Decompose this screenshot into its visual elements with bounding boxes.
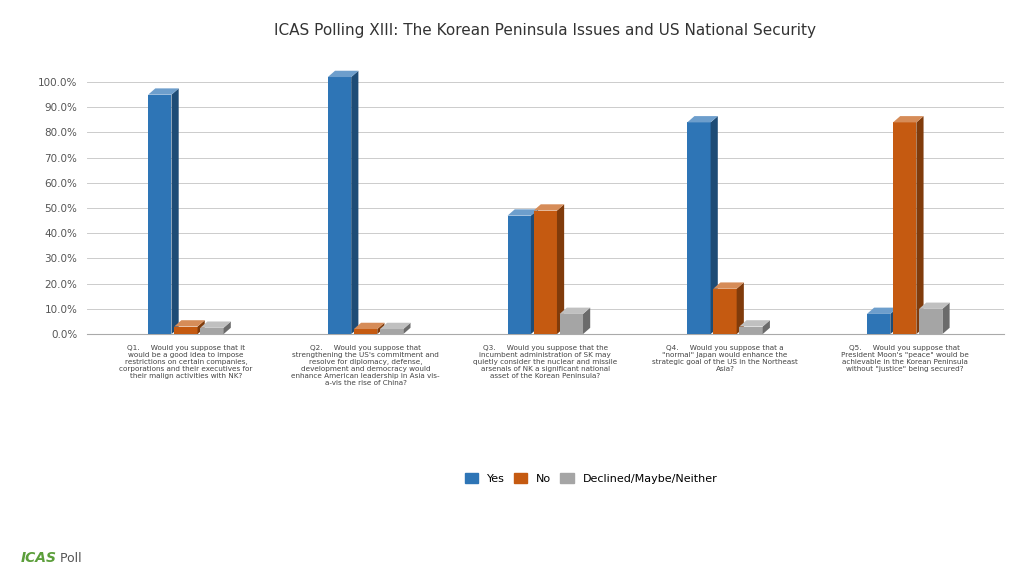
Bar bbox=[328, 77, 351, 334]
Bar bbox=[174, 327, 198, 334]
Bar bbox=[687, 123, 711, 334]
Text: ICAS: ICAS bbox=[20, 551, 56, 564]
Text: Poll: Poll bbox=[56, 552, 82, 564]
Bar bbox=[201, 328, 223, 334]
Bar bbox=[920, 309, 942, 334]
Polygon shape bbox=[583, 308, 590, 334]
Polygon shape bbox=[354, 323, 384, 329]
Polygon shape bbox=[328, 71, 358, 77]
Polygon shape bbox=[534, 204, 564, 211]
Polygon shape bbox=[893, 116, 924, 123]
Polygon shape bbox=[920, 302, 949, 309]
Polygon shape bbox=[942, 302, 949, 334]
Polygon shape bbox=[148, 88, 179, 94]
Polygon shape bbox=[687, 116, 718, 123]
Polygon shape bbox=[377, 323, 384, 334]
Polygon shape bbox=[736, 282, 743, 334]
Polygon shape bbox=[560, 308, 590, 314]
Polygon shape bbox=[916, 116, 924, 334]
Polygon shape bbox=[739, 320, 770, 327]
Bar bbox=[893, 123, 916, 334]
Polygon shape bbox=[530, 209, 538, 334]
Polygon shape bbox=[380, 323, 411, 329]
Bar bbox=[739, 327, 763, 334]
Polygon shape bbox=[351, 71, 358, 334]
Text: Q1.     Would you suppose that it
would be a good idea to impose
restrictions on: Q1. Would you suppose that it would be a… bbox=[119, 346, 253, 380]
Bar bbox=[714, 289, 736, 334]
Text: Q2.     Would you suppose that
strengthening the US's commitment and
resolve for: Q2. Would you suppose that strengthening… bbox=[291, 346, 440, 386]
Text: Q3.     Would you suppose that the
incumbent administration of SK may
quietly co: Q3. Would you suppose that the incumbent… bbox=[473, 346, 617, 380]
Bar bbox=[354, 329, 377, 334]
Polygon shape bbox=[763, 320, 770, 334]
Bar bbox=[534, 211, 557, 334]
Polygon shape bbox=[711, 116, 718, 334]
Polygon shape bbox=[557, 204, 564, 334]
Polygon shape bbox=[867, 308, 897, 314]
Text: Q5.     Would you suppose that
President Moon's "peace" would be
achievable in t: Q5. Would you suppose that President Moo… bbox=[841, 346, 969, 373]
Polygon shape bbox=[714, 282, 743, 289]
Title: ICAS Polling XIII: The Korean Peninsula Issues and US National Security: ICAS Polling XIII: The Korean Peninsula … bbox=[274, 23, 816, 38]
Polygon shape bbox=[198, 320, 205, 334]
Bar bbox=[867, 314, 890, 334]
Bar bbox=[148, 94, 171, 334]
Polygon shape bbox=[508, 209, 538, 215]
Polygon shape bbox=[174, 320, 205, 327]
Text: Q4.     Would you suppose that a
"normal" Japan would enhance the
strategic goal: Q4. Would you suppose that a "normal" Ja… bbox=[652, 346, 798, 373]
Bar bbox=[508, 215, 530, 334]
Bar bbox=[560, 314, 583, 334]
Polygon shape bbox=[403, 323, 411, 334]
Polygon shape bbox=[171, 88, 179, 334]
Legend: Yes, No, Declined/Maybe/Neither: Yes, No, Declined/Maybe/Neither bbox=[465, 473, 717, 484]
Bar bbox=[380, 329, 403, 334]
Polygon shape bbox=[223, 321, 230, 334]
Polygon shape bbox=[890, 308, 897, 334]
Polygon shape bbox=[201, 321, 230, 328]
